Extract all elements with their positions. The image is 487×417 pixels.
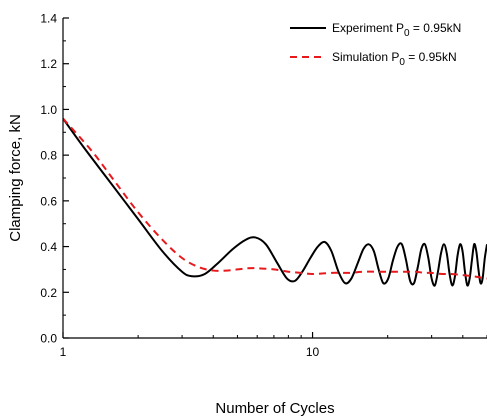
series-line-experiment (63, 117, 487, 287)
y-axis-label: Clamping force, kN (7, 114, 24, 242)
axes-layer: 0.0 0.2 0.4 0.6 0.8 1.0 1.2 1.4 1 10 (40, 12, 487, 359)
legend-label-experiment: Experiment P0 = 0.95kN (332, 21, 461, 39)
series-line-simulation (63, 117, 487, 280)
y-tick-label: 1.0 (40, 103, 57, 117)
y-tick-label: 0.6 (40, 194, 57, 208)
y-tick-label: 0.4 (40, 240, 57, 254)
x-axis-label: Number of Cycles (215, 400, 334, 417)
y-tick-label: 0.0 (40, 332, 57, 346)
plot-area (63, 18, 487, 338)
y-tick-label: 0.2 (40, 286, 57, 300)
x-tick-label: 10 (306, 345, 320, 359)
y-tick-label: 1.4 (40, 12, 57, 26)
series-layer (63, 117, 487, 287)
legend: Experiment P0 = 0.95kN Simulation P0 = 0.… (290, 21, 461, 68)
x-tick-label: 1 (60, 345, 67, 359)
legend-label-simulation: Simulation P0 = 0.95kN (332, 50, 457, 68)
y-tick-label: 0.8 (40, 149, 57, 163)
y-tick-label: 1.2 (40, 57, 57, 71)
